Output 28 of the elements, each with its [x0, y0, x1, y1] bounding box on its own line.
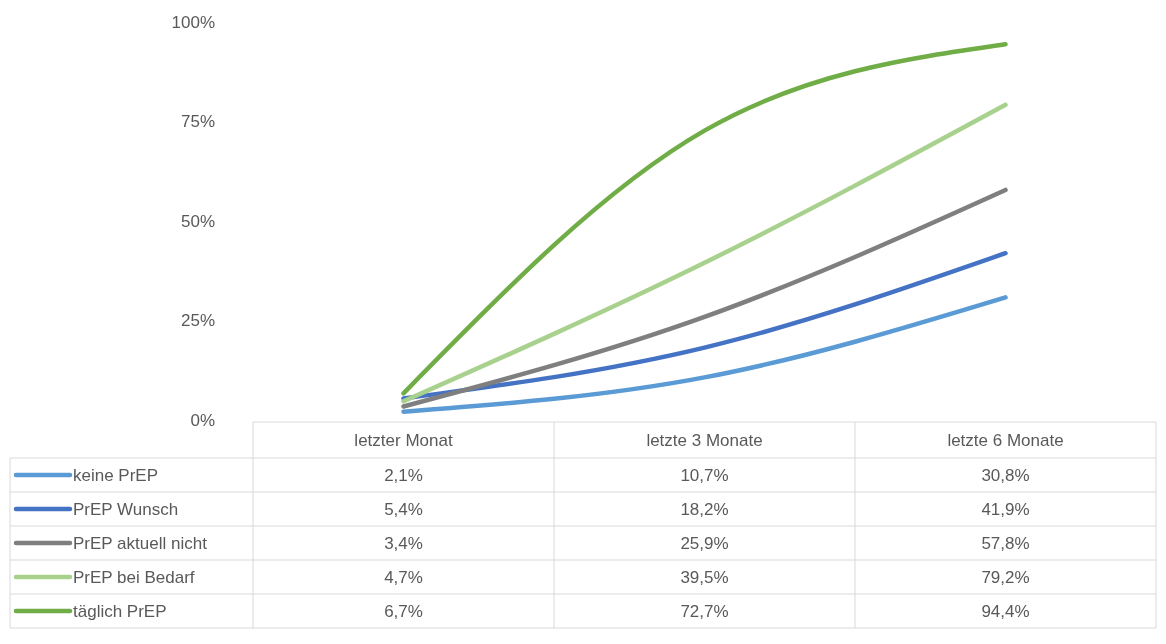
data-label: 79,2% [981, 567, 1030, 587]
data-label: 72,7% [680, 601, 729, 621]
data-label: 30,8% [981, 465, 1030, 485]
legend-label: keine PrEP [73, 465, 159, 485]
data-label: 4,7% [384, 567, 423, 587]
data-label: 5,4% [384, 499, 423, 519]
y-tick-label: 25% [180, 311, 215, 331]
data-label: 6,7% [384, 601, 423, 621]
data-label: 41,9% [981, 499, 1030, 519]
x-tick-label: letzter Monat [354, 430, 453, 450]
x-tick-label: letzte 6 Monate [947, 430, 1064, 450]
legend-label: täglich PrEP [73, 601, 167, 621]
legend-label: PrEP bei Bedarf [73, 567, 195, 587]
data-label: 94,4% [981, 601, 1030, 621]
data-label: 18,2% [680, 499, 729, 519]
data-label: 2,1% [384, 465, 423, 485]
y-tick-label: 100% [171, 12, 215, 32]
y-tick-label: 0% [190, 410, 215, 430]
data-label: 10,7% [680, 465, 729, 485]
data-label: 3,4% [384, 533, 423, 553]
y-tick-label: 75% [180, 112, 215, 132]
data-label: 25,9% [680, 533, 729, 553]
legend-label: PrEP aktuell nicht [73, 533, 208, 553]
x-tick-label: letzte 3 Monate [646, 430, 763, 450]
data-label: 57,8% [981, 533, 1030, 553]
data-label: 39,5% [680, 567, 729, 587]
y-tick-label: 50% [180, 211, 215, 231]
legend-label: PrEP Wunsch [73, 499, 179, 519]
